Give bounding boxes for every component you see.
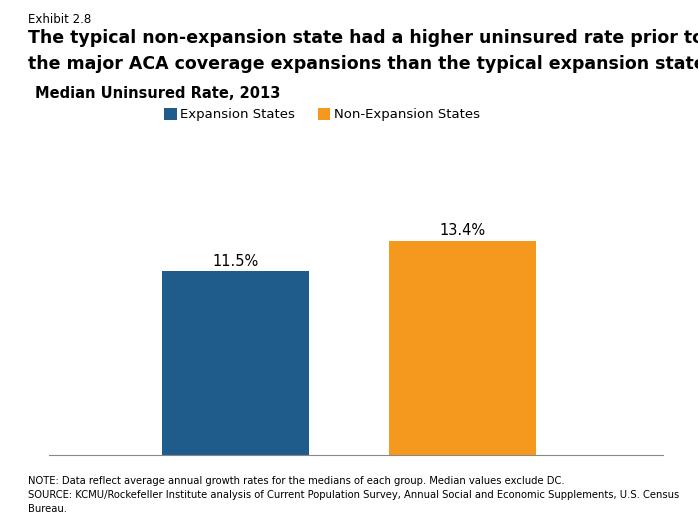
Text: FAMILY: FAMILY xyxy=(613,497,654,507)
Text: FOUNDATION: FOUNDATION xyxy=(616,509,651,514)
Text: KAISER: KAISER xyxy=(612,488,655,498)
Text: The typical non-expansion state had a higher uninsured rate prior to: The typical non-expansion state had a hi… xyxy=(28,29,698,47)
Text: THE HENRY J.: THE HENRY J. xyxy=(613,481,654,486)
Text: Expansion States: Expansion States xyxy=(180,108,295,120)
Text: Exhibit 2.8: Exhibit 2.8 xyxy=(28,13,91,26)
Text: 11.5%: 11.5% xyxy=(213,254,259,269)
Text: the major ACA coverage expansions than the typical expansion state.: the major ACA coverage expansions than t… xyxy=(28,55,698,73)
Text: NOTE: Data reflect average annual growth rates for the medians of each group. Me: NOTE: Data reflect average annual growth… xyxy=(28,476,565,486)
Text: Median Uninsured Rate, 2013: Median Uninsured Rate, 2013 xyxy=(35,86,281,101)
Bar xyxy=(389,241,536,455)
Bar xyxy=(163,271,309,455)
Text: Bureau.: Bureau. xyxy=(28,504,67,514)
Text: Non-Expansion States: Non-Expansion States xyxy=(334,108,480,120)
Text: 13.4%: 13.4% xyxy=(440,223,486,238)
Text: SOURCE: KCMU/Rockefeller Institute analysis of Current Population Survey, Annual: SOURCE: KCMU/Rockefeller Institute analy… xyxy=(28,490,679,500)
